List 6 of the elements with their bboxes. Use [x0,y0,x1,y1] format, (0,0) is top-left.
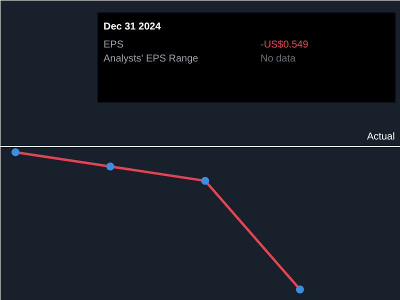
text: Analysts' EPS Range [104,54,199,64]
text: Actual [367,131,395,142]
text: Dec 31 2024 [104,22,162,32]
text: -US$0.549 [260,40,309,50]
text: EPS [104,40,124,50]
text: No data [260,54,296,64]
